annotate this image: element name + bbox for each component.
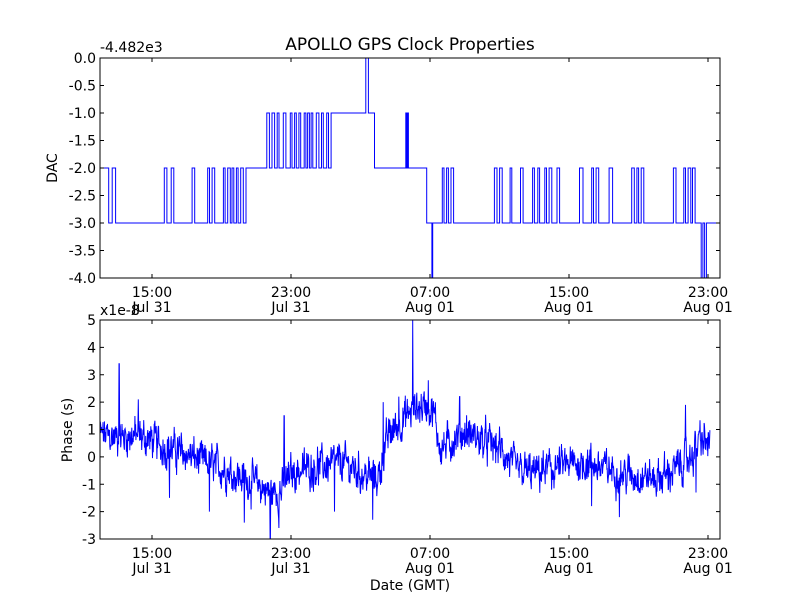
dac-y-tick-label: -0.5 bbox=[69, 79, 96, 95]
phase-y-tick-label: -1 bbox=[82, 477, 96, 493]
dac-offset-label: -4.482e3 bbox=[100, 40, 163, 56]
dac-x-tick-label-time: 07:00 bbox=[410, 285, 450, 301]
phase-series bbox=[99, 319, 711, 540]
phase-y-tick-label: 0 bbox=[87, 450, 96, 466]
phase-x-tick-label-date: Jul 31 bbox=[270, 561, 310, 577]
dac-x-tick-label-date: Jul 31 bbox=[131, 300, 171, 316]
dac-x-tick-label-time: 15:00 bbox=[549, 285, 589, 301]
dac-subplot: APOLLO GPS Clock Properties -4.482e3 DAC… bbox=[45, 35, 733, 316]
dac-x-tick-label-date: Aug 01 bbox=[405, 300, 455, 316]
phase-offset-label: x1e-8 bbox=[100, 303, 140, 319]
phase-x-tick-label-time: 23:00 bbox=[271, 546, 311, 562]
dac-y-tick-label: -1.5 bbox=[69, 134, 96, 150]
chart-title: APOLLO GPS Clock Properties bbox=[285, 35, 535, 55]
phase-x-tick-label-time: 15:00 bbox=[132, 546, 172, 562]
dac-series bbox=[100, 57, 720, 279]
phase-x-tick-label-time: 07:00 bbox=[410, 546, 450, 562]
dac-x-tick-label-date: Jul 31 bbox=[270, 300, 310, 316]
phase-y-axis-label: Phase (s) bbox=[60, 398, 76, 462]
phase-y-tick-label: 1 bbox=[87, 423, 96, 439]
phase-x-tick-label-time: 15:00 bbox=[549, 546, 589, 562]
phase-x-tick-label-time: 23:00 bbox=[688, 546, 728, 562]
dac-plot-frame bbox=[99, 57, 721, 279]
dac-y-tick-label: -4.0 bbox=[69, 271, 96, 287]
phase-x-tick-label-date: Jul 31 bbox=[131, 561, 171, 577]
dac-y-tick-label: -3.5 bbox=[69, 244, 96, 260]
phase-y-tick-label: 2 bbox=[87, 395, 96, 411]
phase-line bbox=[99, 319, 711, 540]
phase-y-tick-label: 4 bbox=[87, 340, 96, 356]
dac-x-tick-label-date: Aug 01 bbox=[544, 300, 594, 316]
phase-y-tick-label: -3 bbox=[82, 532, 96, 548]
phase-plot-frame bbox=[99, 319, 721, 540]
dac-y-axis-label: DAC bbox=[45, 153, 61, 183]
dac-y-tick-label: 0.0 bbox=[74, 51, 96, 67]
phase-y-tick-label: -2 bbox=[82, 505, 96, 521]
dac-x-tick-label-date: Aug 01 bbox=[683, 300, 733, 316]
x-axis-label: Date (GMT) bbox=[370, 578, 450, 594]
dac-x-tick-label-time: 23:00 bbox=[271, 285, 311, 301]
phase-x-tick-label-date: Aug 01 bbox=[405, 561, 455, 577]
phase-x-tick-label-date: Aug 01 bbox=[683, 561, 733, 577]
dac-x-tick-label-time: 15:00 bbox=[132, 285, 172, 301]
phase-subplot: x1e-8 Phase (s) Date (GMT) 543210-1-2-3 … bbox=[60, 303, 733, 594]
dac-y-tick-label: -2.5 bbox=[69, 189, 96, 205]
dac-y-ticks: 0.0 -0.5 -1.0 -1.5 -2.0 -2.5 -3.0 -3.5 -4.0 bbox=[69, 51, 720, 287]
phase-x-tick-label-date: Aug 01 bbox=[544, 561, 594, 577]
phase-y-tick-label: 5 bbox=[87, 313, 96, 329]
dac-y-tick-label: -3.0 bbox=[69, 216, 96, 232]
phase-y-tick-label: 3 bbox=[87, 368, 96, 384]
dac-line bbox=[100, 57, 720, 279]
dac-x-tick-label-time: 23:00 bbox=[688, 285, 728, 301]
dac-y-tick-label: -1.0 bbox=[69, 106, 96, 122]
dac-y-tick-label: -2.0 bbox=[69, 161, 96, 177]
